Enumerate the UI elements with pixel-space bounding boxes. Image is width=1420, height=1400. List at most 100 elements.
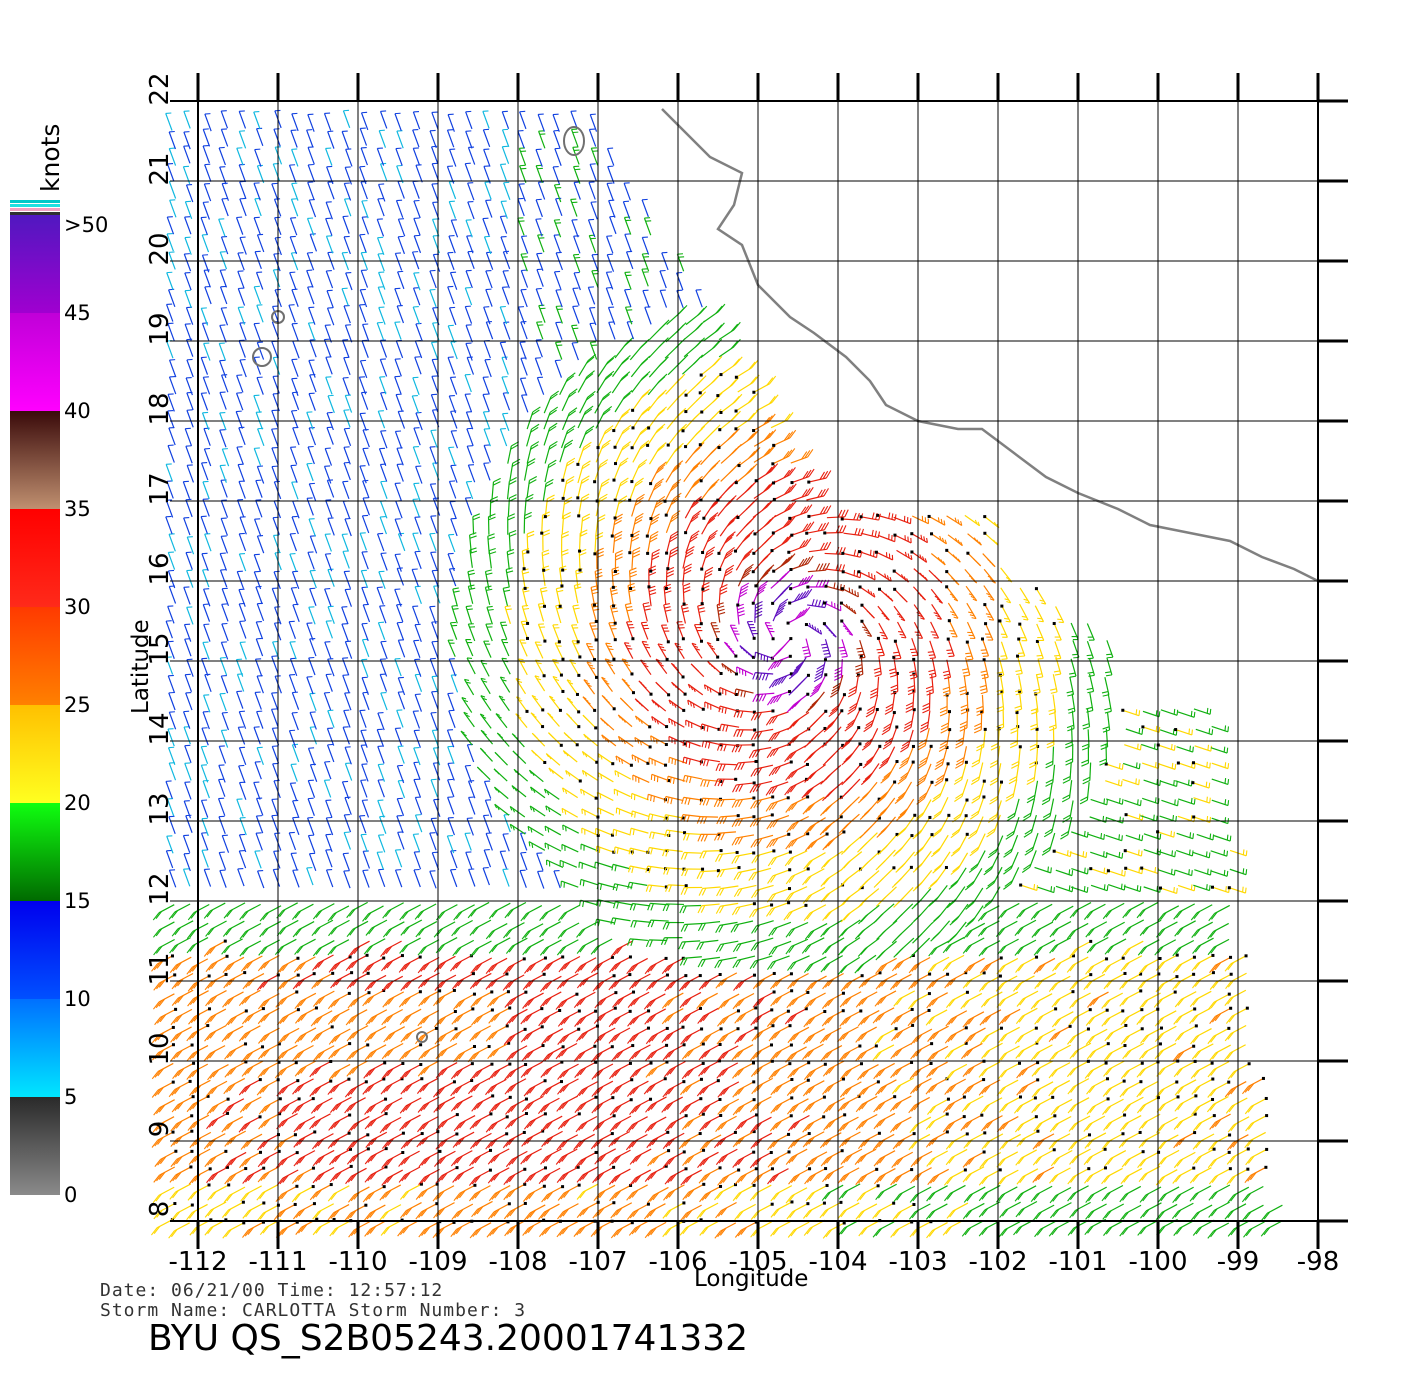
wind-barb bbox=[746, 620, 758, 640]
wind-barb bbox=[236, 374, 244, 393]
wind-barb bbox=[774, 500, 797, 518]
wind-barb bbox=[873, 1095, 897, 1113]
wind-barb bbox=[521, 604, 530, 625]
wind-barb bbox=[681, 796, 703, 805]
wind-barb bbox=[750, 1202, 774, 1220]
wind-barb bbox=[242, 1220, 265, 1238]
wind-barb bbox=[540, 1080, 564, 1098]
wind-barb bbox=[324, 761, 332, 780]
wind-barb bbox=[949, 903, 969, 926]
wind-barb bbox=[931, 603, 942, 620]
wind-barb bbox=[238, 1078, 262, 1096]
wind-barb bbox=[470, 940, 492, 957]
wind-barb bbox=[241, 1045, 265, 1063]
wind-barb bbox=[717, 1081, 740, 1098]
wind-barb bbox=[942, 1115, 966, 1133]
wind-barb bbox=[1243, 1221, 1265, 1238]
wind-barb bbox=[1156, 830, 1175, 838]
wind-barb bbox=[203, 269, 211, 288]
wind-barb bbox=[220, 675, 229, 694]
wind-barb bbox=[945, 585, 959, 602]
wind-barb bbox=[359, 709, 367, 728]
wind-barb bbox=[200, 392, 209, 411]
wind-barb bbox=[699, 478, 720, 502]
wind-barb bbox=[1213, 834, 1232, 842]
wind-barb bbox=[648, 757, 668, 767]
wind-barb bbox=[504, 1078, 527, 1095]
wind-barb bbox=[680, 886, 703, 895]
wind-barb bbox=[509, 458, 521, 482]
wind-barb bbox=[889, 1095, 912, 1112]
wind-barb bbox=[839, 796, 860, 817]
wind-barb bbox=[540, 1060, 564, 1078]
wind-barb bbox=[342, 726, 350, 745]
wind-barb bbox=[344, 588, 353, 607]
wind-barb bbox=[1190, 1204, 1213, 1221]
wind-barb bbox=[785, 1187, 808, 1204]
wind-barb bbox=[479, 747, 493, 762]
colorbar-band bbox=[10, 411, 60, 509]
wind-barb bbox=[435, 1113, 459, 1131]
wind-barb bbox=[1049, 937, 1071, 954]
wind-barb bbox=[803, 904, 827, 922]
wind-barb bbox=[893, 515, 912, 525]
wind-barb bbox=[544, 842, 562, 852]
wind-barb bbox=[151, 1130, 175, 1148]
wind-barb bbox=[239, 516, 247, 535]
wind-barb bbox=[530, 786, 546, 799]
wind-barb bbox=[642, 289, 650, 308]
wind-barb bbox=[483, 780, 492, 799]
wind-barb bbox=[946, 886, 966, 909]
wind-barb bbox=[682, 774, 703, 784]
wind-barb bbox=[631, 754, 650, 765]
wind-barb bbox=[928, 865, 948, 890]
wind-barb bbox=[588, 128, 597, 147]
wind-barb bbox=[1104, 1023, 1128, 1042]
wind-barb bbox=[291, 358, 299, 377]
wind-barb bbox=[753, 480, 776, 500]
wind-barb bbox=[343, 235, 351, 255]
wind-barb bbox=[272, 868, 281, 887]
wind-barb bbox=[152, 921, 175, 938]
wind-barb bbox=[1068, 1133, 1092, 1151]
wind-barb bbox=[344, 640, 353, 659]
wind-barb bbox=[502, 250, 511, 270]
wind-barb bbox=[171, 920, 194, 937]
wind-barb bbox=[1035, 659, 1044, 679]
wind-barb bbox=[717, 1009, 740, 1027]
wind-barb bbox=[431, 111, 439, 130]
wind-barb bbox=[875, 886, 897, 907]
wind-barb bbox=[325, 147, 333, 166]
wind-barb bbox=[801, 638, 812, 658]
wind-barb bbox=[294, 1060, 317, 1077]
wind-barb bbox=[581, 808, 600, 819]
wind-barb bbox=[520, 253, 528, 272]
wind-barb bbox=[411, 605, 420, 624]
wind-barb bbox=[255, 499, 263, 518]
wind-barb bbox=[630, 459, 648, 484]
wind-barb bbox=[432, 988, 456, 1007]
wind-barb bbox=[790, 449, 814, 464]
wind-barb bbox=[327, 181, 335, 200]
wind-barb bbox=[271, 182, 279, 202]
wind-barb bbox=[256, 602, 265, 622]
wind-barb bbox=[545, 805, 562, 816]
wind-barb bbox=[220, 307, 229, 326]
wind-barb bbox=[537, 113, 545, 132]
wind-barb bbox=[1224, 989, 1247, 1006]
wind-barb bbox=[394, 375, 402, 395]
wind-barb bbox=[750, 1132, 773, 1149]
wind-barb bbox=[535, 339, 543, 358]
wind-barb bbox=[537, 234, 545, 253]
wind-barb bbox=[601, 695, 616, 711]
wind-barb bbox=[892, 903, 914, 924]
wind-barb bbox=[487, 1167, 510, 1184]
wind-barb bbox=[1207, 1080, 1231, 1098]
wind-barb bbox=[643, 1077, 667, 1095]
wind-barb bbox=[256, 535, 265, 554]
wind-barb bbox=[396, 304, 405, 324]
wind-barb bbox=[580, 788, 598, 800]
wind-barb bbox=[275, 1151, 299, 1169]
wind-barb bbox=[504, 990, 528, 1008]
wind-barb bbox=[912, 586, 926, 601]
